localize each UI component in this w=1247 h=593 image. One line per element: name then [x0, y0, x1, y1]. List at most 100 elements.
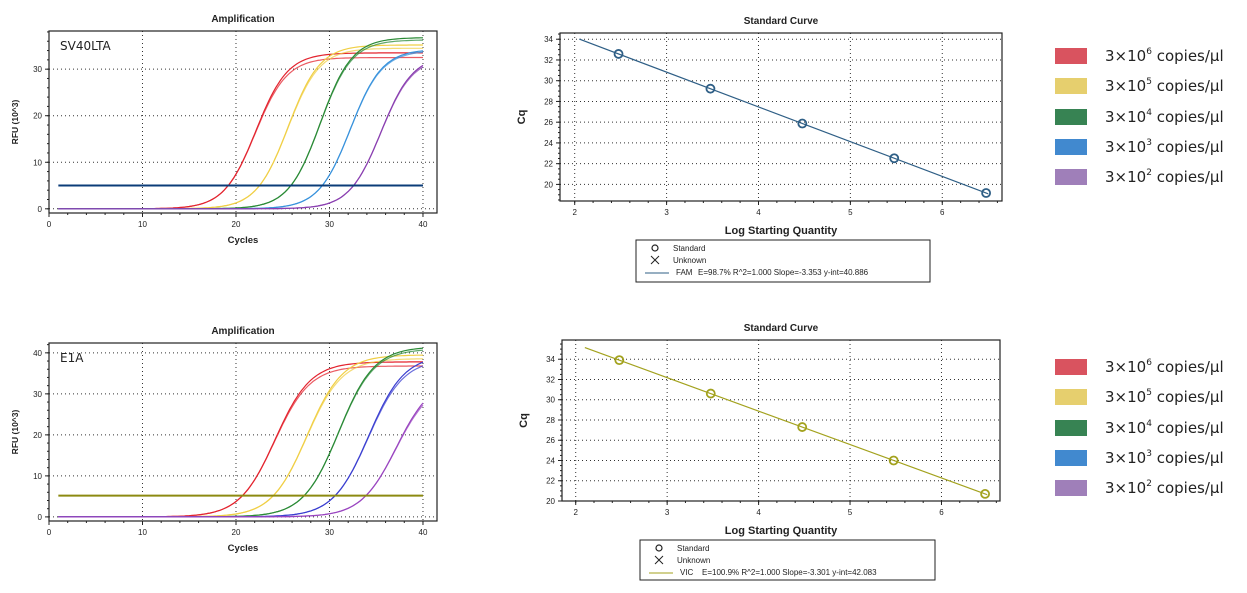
y-tick-label: 28: [546, 416, 555, 425]
target-label: SV40LTA: [60, 39, 112, 53]
y-tick-label: 32: [544, 56, 553, 65]
color-swatch: [1055, 108, 1087, 125]
x-tick-label: 20: [232, 220, 241, 229]
amplification-curve-4-rep1: [58, 66, 424, 210]
target-label: E1A: [60, 351, 84, 365]
legend-exponent: 3: [1146, 448, 1152, 459]
y-axis-label: RFU (10^3): [10, 100, 20, 145]
legend-box: [635, 239, 931, 283]
unknown-marker-icon: [650, 255, 660, 265]
legend-item: 3×104 copies/µl: [1055, 108, 1224, 126]
color-swatch: [1055, 138, 1087, 155]
color-swatch: [1055, 449, 1087, 466]
color-swatch: [1055, 419, 1087, 436]
legend-fit-label: VIC: [680, 568, 694, 577]
y-tick-label: 40: [33, 349, 42, 358]
legend-base: 3×10: [1105, 479, 1147, 498]
standard-point: [705, 388, 716, 399]
legend-exponent: 4: [1146, 107, 1152, 118]
standard-point: [980, 489, 990, 499]
legend-fit-stats: E=98.7% R^2=1.000 Slope=-3.353 y-int=40.…: [698, 268, 869, 277]
y-tick-label: 30: [546, 396, 555, 405]
plot-frame: [561, 339, 1001, 502]
legend-unit: copies/µl: [1151, 388, 1224, 407]
x-tick-label: 4: [756, 508, 761, 517]
legend-exponent: 4: [1146, 418, 1152, 429]
legend-base: 3×10: [1105, 47, 1147, 65]
legend-label: 3×102 copies/µl: [1105, 479, 1224, 497]
color-swatch: [1055, 169, 1087, 186]
y-tick-label: 20: [33, 112, 42, 121]
plot-frame: [48, 30, 438, 214]
x-tick-label: 0: [47, 220, 52, 229]
chart-title: Standard Curve: [744, 323, 819, 334]
amplification-curve-2-rep1: [58, 39, 423, 210]
y-tick-label: 30: [33, 65, 42, 74]
x-axis-label: Log Starting Quantity: [725, 225, 838, 237]
y-tick-label: 30: [544, 77, 553, 86]
x-tick-label: 0: [47, 528, 52, 537]
legend-unit: copies/µl: [1151, 77, 1224, 96]
x-tick-label: 5: [848, 208, 853, 217]
chart-title: Standard Curve: [744, 16, 819, 27]
legend-unit: copies/µl: [1151, 358, 1224, 376]
legend-label: 3×105 copies/µl: [1105, 77, 1224, 95]
legend-exponent: 5: [1146, 388, 1152, 399]
color-swatch: [1055, 389, 1087, 406]
legend-unit: copies/µl: [1151, 418, 1224, 437]
legend-label: 3×104 copies/µl: [1105, 419, 1224, 437]
y-tick-label: 24: [546, 456, 555, 465]
x-axis-label: Cycles: [228, 543, 259, 554]
x-tick-label: 40: [419, 220, 428, 229]
x-tick-label: 3: [664, 208, 669, 217]
y-tick-label: 30: [33, 390, 42, 399]
amplification-curve-4-rep0: [58, 402, 424, 518]
x-tick-label: 2: [572, 208, 577, 217]
legend-exponent: 6: [1146, 47, 1152, 57]
x-tick-label: 2: [573, 508, 578, 517]
legend-item: 3×103 copies/µl: [1055, 449, 1224, 467]
amplification-curve-4-rep0: [58, 64, 424, 210]
color-swatch: [1055, 48, 1087, 64]
legend-base: 3×10: [1105, 77, 1147, 96]
amplification-curve-0-rep1: [58, 365, 423, 518]
legend-item: 3×106 copies/µl: [1055, 358, 1224, 376]
y-tick-label: 34: [544, 35, 553, 44]
legend-item: 3×105 copies/µl: [1055, 77, 1224, 95]
x-tick-label: 10: [138, 528, 147, 537]
legend-item: 3×102 copies/µl: [1055, 168, 1224, 186]
x-tick-label: 20: [232, 528, 241, 537]
legend-base: 3×10: [1105, 358, 1147, 376]
plot-frame: [559, 32, 1003, 202]
y-tick-label: 22: [544, 160, 553, 169]
regression-line: [579, 38, 989, 195]
standard-point: [888, 455, 899, 466]
legend-base: 3×10: [1105, 137, 1147, 156]
legend-exponent: 3: [1146, 137, 1152, 148]
standard-point: [889, 153, 900, 164]
standard-point: [613, 49, 624, 59]
x-tick-label: 6: [939, 508, 944, 517]
color-swatch: [1055, 359, 1087, 375]
standard-point: [614, 355, 625, 366]
standard-marker-icon: [655, 544, 663, 552]
legend-item: 3×105 copies/µl: [1055, 388, 1224, 406]
y-tick-label: 10: [33, 158, 42, 167]
y-tick-label: 20: [546, 497, 555, 506]
plot-frame: [48, 342, 438, 522]
legend-standard: Standard: [673, 244, 705, 253]
legend-exponent: 2: [1146, 168, 1152, 179]
legend-item: 3×104 copies/µl: [1055, 419, 1224, 437]
x-tick-label: 40: [419, 528, 428, 537]
standard-curve-legend: Standard Unknown VIC E=100.9% R^2=1.000 Slo…: [639, 539, 936, 581]
y-tick-label: 0: [38, 205, 43, 214]
legend-item: 3×106 copies/µl: [1055, 47, 1224, 65]
legend-label: 3×106 copies/µl: [1105, 358, 1224, 376]
y-tick-label: 20: [33, 431, 42, 440]
y-axis-label: Cq: [516, 110, 528, 125]
y-tick-label: 10: [33, 472, 42, 481]
y-tick-label: 26: [544, 118, 553, 127]
